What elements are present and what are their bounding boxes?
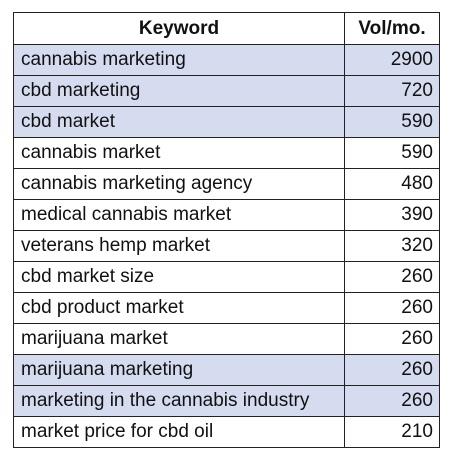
table-row: veterans hemp market 320 <box>13 230 440 262</box>
keyword-cell: cannabis marketing agency <box>13 168 345 200</box>
keyword-cell: cbd market <box>13 106 345 138</box>
keyword-cell: marketing in the cannabis industry <box>13 385 345 417</box>
volume-cell: 260 <box>344 261 440 293</box>
table-row: cbd marketing 720 <box>13 75 440 107</box>
volume-cell: 590 <box>344 106 440 138</box>
volume-cell: 260 <box>344 323 440 355</box>
keyword-cell: cannabis marketing <box>13 44 345 76</box>
volume-cell: 2900 <box>344 44 440 76</box>
table-row: cannabis market 590 <box>13 137 440 169</box>
header-volume: Vol/mo. <box>344 12 440 45</box>
keyword-cell: marijuana market <box>13 323 345 355</box>
keyword-cell: cbd product market <box>13 292 345 324</box>
table-body: cannabis marketing 2900 cbd marketing 720 cb… <box>13 44 440 448</box>
keyword-cell: cbd market size <box>13 261 345 293</box>
table-row: market price for cbd oil 210 <box>13 416 440 448</box>
volume-cell: 390 <box>344 199 440 231</box>
volume-cell: 720 <box>344 75 440 107</box>
volume-cell: 210 <box>344 416 440 448</box>
keyword-cell: market price for cbd oil <box>13 416 345 448</box>
table-row: medical cannabis market 390 <box>13 199 440 231</box>
table-row: cannabis marketing agency 480 <box>13 168 440 200</box>
table-row: cbd market size 260 <box>13 261 440 293</box>
table-row: cbd market 590 <box>13 106 440 138</box>
volume-cell: 260 <box>344 292 440 324</box>
keyword-cell: cannabis market <box>13 137 345 169</box>
keyword-cell: marijuana marketing <box>13 354 345 386</box>
table-header-row: Keyword Vol/mo. <box>13 12 440 45</box>
table-row: marketing in the cannabis industry 260 <box>13 385 440 417</box>
volume-cell: 320 <box>344 230 440 262</box>
volume-cell: 260 <box>344 354 440 386</box>
table-row: cbd product market 260 <box>13 292 440 324</box>
keyword-cell: veterans hemp market <box>13 230 345 262</box>
keyword-cell: medical cannabis market <box>13 199 345 231</box>
keyword-volume-table: Keyword Vol/mo. cannabis marketing 2900 cb… <box>13 12 440 448</box>
volume-cell: 590 <box>344 137 440 169</box>
table-row: cannabis marketing 2900 <box>13 44 440 76</box>
table-row: marijuana marketing 260 <box>13 354 440 386</box>
volume-cell: 260 <box>344 385 440 417</box>
header-keyword: Keyword <box>13 12 345 45</box>
keyword-cell: cbd marketing <box>13 75 345 107</box>
volume-cell: 480 <box>344 168 440 200</box>
table-row: marijuana market 260 <box>13 323 440 355</box>
